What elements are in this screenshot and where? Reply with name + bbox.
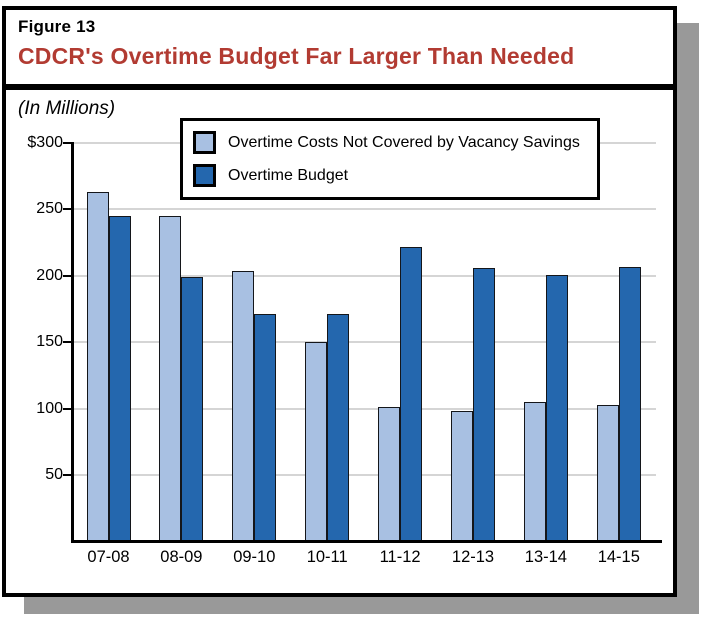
y-axis-tick [63, 474, 71, 477]
bar-14-15-series1 [596, 404, 619, 542]
bar-10-11-series1 [305, 342, 328, 542]
legend-swatch-dark-blue [193, 164, 216, 187]
gridline [71, 274, 656, 277]
gridline [71, 407, 656, 410]
bar-11-12-series2 [400, 246, 423, 542]
legend-label: Overtime Costs Not Covered by Vacancy Sa… [228, 133, 580, 151]
x-axis-label-07-08: 07-08 [87, 548, 130, 566]
bar-12-13-series1 [451, 411, 473, 542]
units-label: (In Millions) [18, 98, 116, 119]
y-axis-tick-label: 250 [36, 200, 63, 218]
figure-title: CDCR's Overtime Budget Far Larger Than N… [18, 43, 575, 69]
bar-07-08-series1 [86, 192, 109, 542]
y-axis-tick-label: 200 [36, 266, 63, 284]
legend-swatch-light-blue [193, 131, 216, 154]
bar-07-08-series2 [108, 216, 131, 542]
bar-09-10-series1 [232, 270, 255, 542]
y-axis-tick-label: 50 [45, 466, 63, 484]
bar-chart: Overtime Costs Not Covered by Vacancy Sa… [6, 118, 673, 593]
bar-13-14-series2 [545, 274, 568, 542]
y-axis-tick-label: 100 [36, 399, 63, 417]
legend-label: Overtime Budget [228, 166, 349, 184]
gridline [71, 474, 656, 477]
chart-legend: Overtime Costs Not Covered by Vacancy Sa… [180, 118, 600, 200]
bar-12-13-series2 [473, 267, 495, 542]
x-axis-label-13-14: 13-14 [524, 548, 567, 566]
legend-item-overtime-costs: Overtime Costs Not Covered by Vacancy Sa… [193, 131, 597, 154]
x-axis-label-09-10: 09-10 [233, 548, 276, 566]
title-divider-rule [6, 84, 673, 90]
y-axis-line [71, 142, 74, 543]
x-axis-label-14-15: 14-15 [597, 548, 640, 566]
gridline [71, 208, 656, 211]
y-axis-tick [63, 208, 71, 211]
x-axis-label-11-12: 11-12 [379, 548, 421, 566]
figure-card: Figure 13 CDCR's Overtime Budget Far Lar… [2, 6, 677, 597]
x-axis-line [71, 540, 662, 543]
bar-10-11-series2 [327, 314, 350, 542]
bar-11-12-series1 [378, 407, 401, 542]
y-axis-tick [63, 341, 71, 344]
bar-14-15-series2 [618, 266, 641, 542]
x-axis-label-08-09: 08-09 [160, 548, 203, 566]
y-axis-tick [63, 407, 71, 410]
bar-13-14-series1 [523, 402, 546, 542]
figure-number-label: Figure 13 [18, 17, 96, 36]
legend-item-overtime-budget: Overtime Budget [193, 164, 597, 187]
y-axis-tick-label: 150 [36, 333, 63, 351]
x-axis-label-12-13: 12-13 [451, 548, 495, 566]
bar-08-09-series2 [181, 277, 204, 542]
gridline [71, 341, 656, 344]
bar-09-10-series2 [254, 314, 277, 542]
x-axis-label-10-11: 10-11 [306, 548, 348, 566]
y-axis-tick [63, 274, 71, 277]
bar-08-09-series1 [159, 216, 182, 542]
y-axis-tick [63, 142, 71, 144]
y-axis-tick-label: $300 [27, 134, 63, 151]
